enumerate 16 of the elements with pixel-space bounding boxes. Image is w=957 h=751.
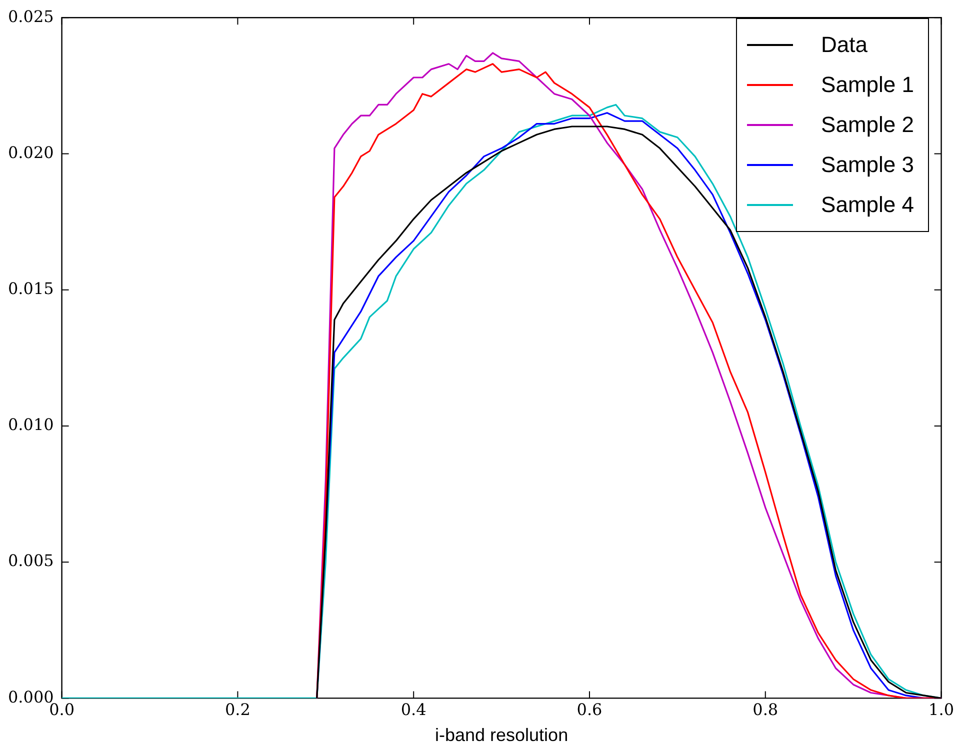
- y-tick-label: 0.010: [8, 415, 54, 434]
- y-tick-label: 0.015: [8, 278, 54, 298]
- y-tick-label: 0.020: [8, 142, 54, 162]
- x-tick-label: 0.2: [224, 700, 250, 719]
- legend-label: Sample 1: [821, 72, 914, 98]
- legend-label: Sample 2: [821, 112, 914, 138]
- legend-label: Sample 3: [821, 152, 914, 178]
- legend-label: Data: [821, 32, 868, 58]
- x-tick-label: 0.6: [576, 700, 602, 719]
- x-axis-title: i-band resolution: [434, 725, 568, 746]
- x-tick-label: 0.8: [752, 700, 778, 719]
- y-tick-label: 0.025: [8, 6, 54, 26]
- x-tick-label: 0.4: [400, 700, 426, 719]
- legend-label: Sample 4: [821, 192, 914, 218]
- y-tick-label: 0.005: [8, 551, 54, 570]
- x-tick-label: 1.0: [928, 700, 954, 719]
